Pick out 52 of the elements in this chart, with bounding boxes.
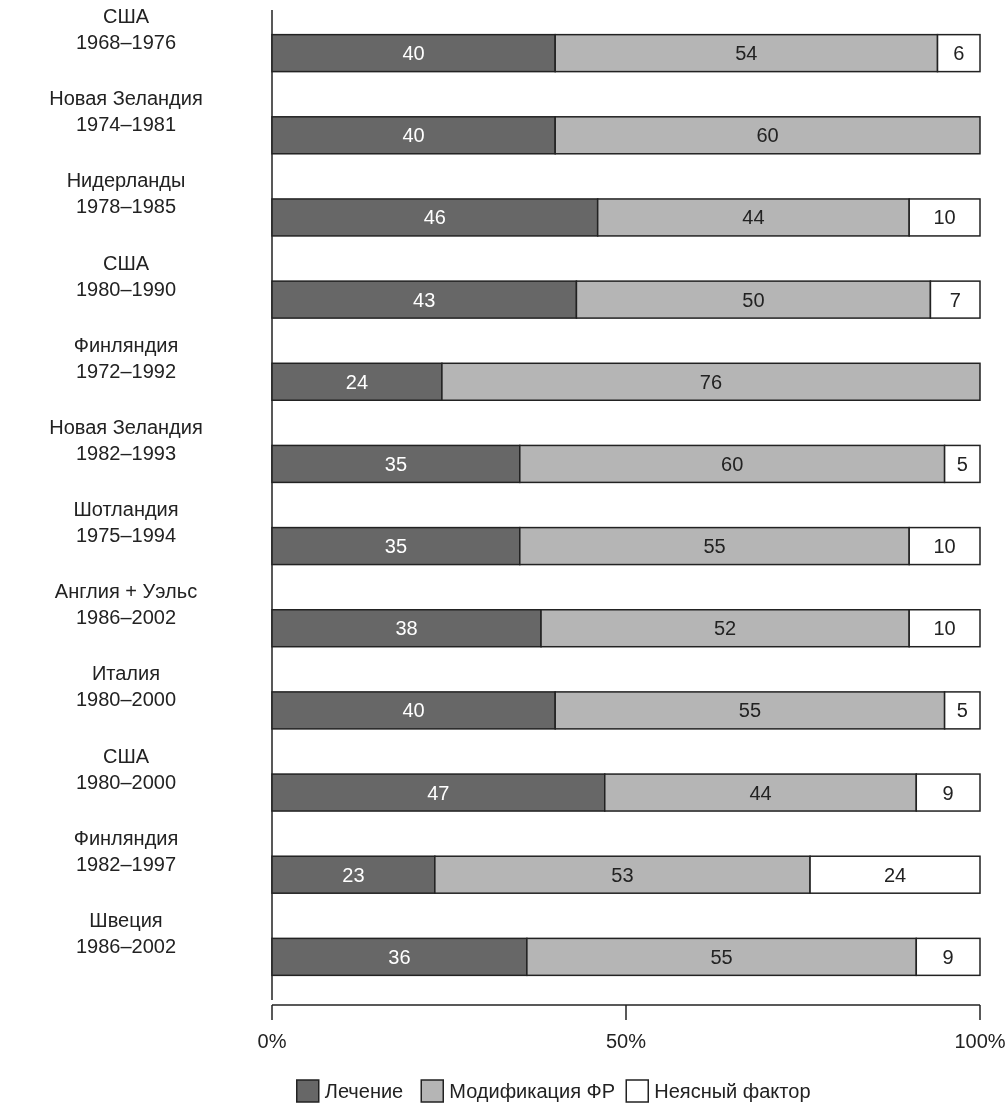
data-label: 23 xyxy=(342,863,365,886)
y-tick-label: Италия 1980–2000 xyxy=(75,662,177,711)
y-tick-label: Нидерланды 1978–1985 xyxy=(66,169,186,218)
data-label: 5 xyxy=(956,452,968,475)
data-label: 5 xyxy=(956,699,968,722)
y-tick-label: Новая Зеландия 1974–1981 xyxy=(49,87,203,136)
y-tick-label: Шотландия 1975–1994 xyxy=(73,498,179,547)
data-label: 50 xyxy=(742,288,765,311)
data-label: 43 xyxy=(413,288,436,311)
data-label: 44 xyxy=(742,206,765,229)
y-tick-label: США 1968–1976 xyxy=(75,5,177,54)
legend-label: Лечение xyxy=(324,1080,404,1102)
data-label: 9 xyxy=(942,781,954,804)
y-tick-label: США 1980–2000 xyxy=(75,744,177,793)
y-tick-label: США 1980–1990 xyxy=(75,251,177,300)
data-label: 76 xyxy=(699,370,723,393)
data-label: 10 xyxy=(933,206,956,229)
data-label: 53 xyxy=(611,863,634,886)
data-label: 9 xyxy=(942,945,954,968)
legend-label: Модификация ФР xyxy=(449,1080,616,1102)
data-label: 55 xyxy=(710,945,733,968)
data-label: 47 xyxy=(427,781,450,804)
y-tick-label: Финляндия 1972–1992 xyxy=(73,333,179,382)
x-tick-label: 50% xyxy=(605,1030,647,1052)
data-label: 55 xyxy=(738,699,762,722)
data-label: 54 xyxy=(735,42,758,65)
data-label: 40 xyxy=(402,699,425,722)
data-label: 7 xyxy=(949,288,961,311)
y-tick-label: Швеция 1986–2002 xyxy=(75,908,177,957)
data-label: 24 xyxy=(883,863,907,886)
data-label: 38 xyxy=(395,617,418,640)
y-tick-label: Финляндия 1982–1997 xyxy=(73,826,179,875)
data-label: 40 xyxy=(402,42,425,65)
x-tick-label: 0% xyxy=(257,1030,287,1052)
y-tick-label: Англия + Уэльс 1986–2002 xyxy=(54,580,198,629)
data-label: 6 xyxy=(953,42,965,65)
data-label: 35 xyxy=(384,452,408,475)
data-label: 46 xyxy=(423,206,446,229)
data-label: 10 xyxy=(933,535,956,558)
legend-label: Неясный фактор xyxy=(654,1080,811,1102)
data-label: 40 xyxy=(402,124,425,147)
data-label: 10 xyxy=(933,617,956,640)
y-tick-label: Новая Зеландия 1982–1993 xyxy=(49,415,203,464)
data-label: 52 xyxy=(713,617,737,640)
data-label: 24 xyxy=(345,370,369,393)
data-label: 44 xyxy=(749,781,772,804)
data-label: 55 xyxy=(703,535,726,558)
data-label: 60 xyxy=(721,452,744,475)
data-label: 36 xyxy=(388,945,411,968)
data-label: 60 xyxy=(756,124,779,147)
x-tick-label: 100% xyxy=(954,1030,1006,1052)
data-label: 35 xyxy=(384,535,408,558)
